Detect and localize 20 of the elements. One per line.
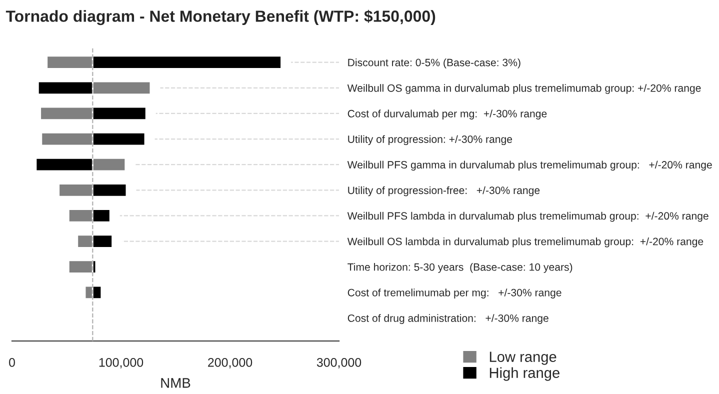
y-tick-label: Utility of progression-free: +/-30% range: [348, 186, 540, 196]
bar: [68, 260, 94, 274]
x-tick-label: 200,000: [208, 358, 252, 368]
x-tick-label: 100,000: [99, 358, 144, 368]
y-tick-label: Weilbull PFS gamma in durvalumab plus tremelimumab group: +/-20% range: [347, 160, 712, 171]
y-tick-label: Utility of progression: +/-30% range: [348, 135, 512, 146]
chart-title: Tornado diagram - Net Monetary Benefit (WTP: $150,000): [6, 10, 436, 26]
y-tick-label: Weilbull OS gamma in durvalumab plus tremelimumab group: +/-20% range: [347, 84, 701, 94]
y-tick-label: Cost of drug administration: +/-30% range: [348, 314, 548, 324]
y-tick-label: Cost of tremelimumab per mg: +/-30% range: [348, 288, 562, 298]
x-tick-label: 0: [9, 358, 15, 367]
y-tick-label: Weilbull PFS lambda in durvalumab plus tremelimumab group: +/-20% range: [347, 212, 708, 222]
y-tick-label: Cost of durvalumab per mg: +/-30% range: [348, 110, 547, 120]
legend-label: Low range: [490, 352, 556, 365]
legend-label: High range: [490, 367, 560, 381]
x-tick-label: 300,000: [316, 358, 362, 368]
y-tick-label: Time horizon: 5-30 years (Base-case: 10 years): [348, 263, 572, 273]
y-tick-label: Discount rate: 0-5% (Base-case: 3%): [348, 58, 520, 68]
y-tick-label: Weilbull OS lambda in durvalumab plus tremelimumab group: +/-20% range: [347, 237, 704, 248]
x-axis-title: NMB: [161, 378, 190, 388]
